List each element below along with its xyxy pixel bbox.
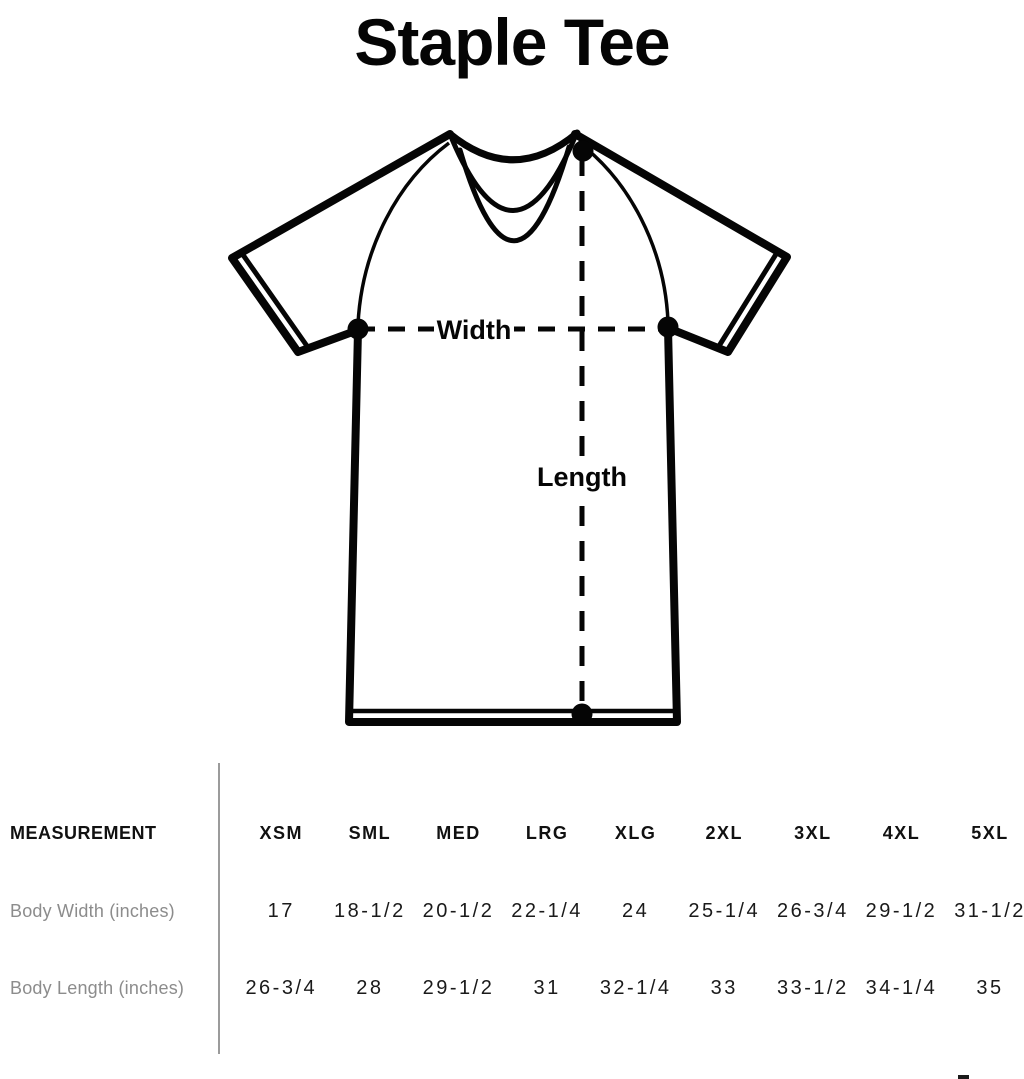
body-length-value-lrg: 31 bbox=[533, 977, 561, 999]
body-length-value-5xl: 35 bbox=[976, 977, 1004, 999]
tshirt-measurement-diagram: Width Length bbox=[228, 129, 791, 726]
body-width-value-4xl: 29-1/2 bbox=[865, 900, 938, 922]
body-length-value-xsm: 26-3/4 bbox=[245, 977, 318, 999]
body-width-value-5xl: 31-1/2 bbox=[954, 900, 1024, 922]
body-width-row: Body Width (inches) 17 18-1/2 20-1/2 22-… bbox=[0, 896, 1024, 926]
body-length-value-xlg: 32-1/4 bbox=[599, 977, 672, 999]
table-header-row: MEASUREMENT XSM SML MED LRG XLG 2XL 3XL … bbox=[0, 818, 1024, 848]
right-armpit-dot bbox=[657, 316, 679, 338]
body-width-value-xlg: 24 bbox=[622, 900, 650, 922]
table-column-divider bbox=[218, 763, 220, 1054]
size-header-xsm: XSM bbox=[259, 823, 304, 843]
width-label-backdrop bbox=[434, 312, 514, 346]
body-length-row-label: Body Length (inches) bbox=[10, 978, 185, 998]
body-length-value-4xl: 34-1/4 bbox=[865, 977, 938, 999]
tshirt-outline bbox=[228, 130, 791, 726]
body-length-value-3xl: 33-1/2 bbox=[777, 977, 849, 999]
size-header-2xl: 2XL bbox=[705, 823, 744, 843]
measurement-column-header: MEASUREMENT bbox=[10, 823, 157, 843]
right-cuff-seam bbox=[716, 248, 781, 349]
size-header-lrg: LRG bbox=[525, 823, 569, 843]
shoulder-point-dot bbox=[572, 140, 594, 162]
cropped-edge-mark bbox=[958, 1075, 969, 1079]
collar-outer-curve bbox=[446, 129, 581, 164]
hem-point-dot bbox=[571, 703, 593, 725]
left-armhole-seam bbox=[356, 141, 451, 325]
body-width-value-3xl: 26-3/4 bbox=[777, 900, 849, 922]
size-header-3xl: 3XL bbox=[794, 823, 832, 843]
left-armpit-dot bbox=[347, 318, 369, 340]
body-width-value-sml: 18-1/2 bbox=[334, 900, 406, 922]
body-length-value-sml: 28 bbox=[356, 977, 384, 999]
size-header-sml: SML bbox=[348, 823, 392, 843]
body-width-value-lrg: 22-1/4 bbox=[511, 900, 583, 922]
body-width-value-med: 20-1/2 bbox=[422, 900, 495, 922]
right-armhole-seam bbox=[576, 140, 670, 323]
size-header-5xl: 5XL bbox=[971, 823, 1009, 843]
length-label-backdrop bbox=[536, 459, 628, 493]
page-title: Staple Tee bbox=[354, 5, 670, 79]
length-label: Length bbox=[537, 462, 627, 492]
body-length-value-2xl: 33 bbox=[710, 977, 738, 999]
size-header-xlg: XLG bbox=[614, 823, 657, 843]
body-width-value-xsm: 17 bbox=[267, 900, 295, 922]
body-length-value-med: 29-1/2 bbox=[422, 977, 495, 999]
body-width-value-2xl: 25-1/4 bbox=[688, 900, 761, 922]
width-label: Width bbox=[437, 315, 512, 345]
left-cuff-seam bbox=[238, 249, 310, 349]
body-length-row: Body Length (inches) 26-3/4 28 29-1/2 31… bbox=[0, 973, 1024, 1003]
collar-inner-curve bbox=[457, 144, 572, 244]
size-header-med: MED bbox=[436, 823, 481, 843]
size-header-4xl: 4XL bbox=[882, 823, 921, 843]
body-width-row-label: Body Width (inches) bbox=[10, 901, 175, 921]
